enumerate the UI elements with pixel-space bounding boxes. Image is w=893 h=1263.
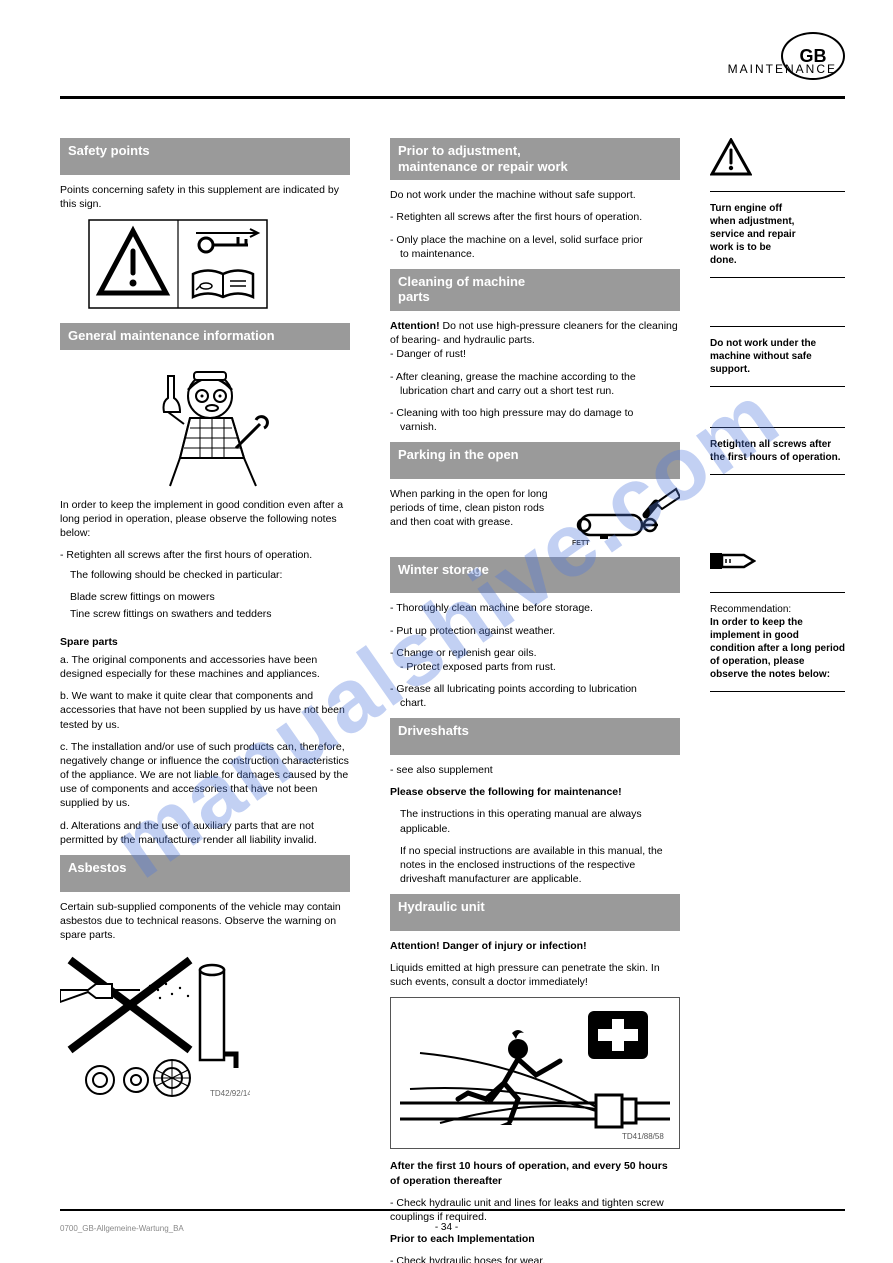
cleaning-li2a: - After cleaning, grease the machine acc…	[390, 370, 680, 384]
ds-p3: The instructions in this operating manua…	[400, 807, 680, 835]
heading-cleaning: Cleaning of machine parts	[390, 269, 680, 311]
winter-li2: - Put up protection against weather.	[390, 624, 680, 638]
general-body-3b: Tine screw fittings on swathers and tedd…	[70, 607, 350, 621]
spare-c: c. The installation and/or use of such p…	[60, 740, 350, 811]
svg-text:TD41/88/58: TD41/88/58	[622, 1132, 664, 1141]
spare-b: b. We want to make it quite clear that c…	[60, 689, 350, 732]
hyd-p2: Liquids emitted at high pressure can pen…	[390, 961, 680, 989]
sidebar-note: Recommendation: In order to keep the imp…	[710, 603, 845, 681]
heading-safety: Safety points	[60, 138, 350, 175]
hydraulic-injury-illustration: TD41/88/58	[390, 997, 680, 1149]
top-rule	[60, 96, 845, 99]
sb-note-label: Recommendation:	[710, 604, 791, 615]
general-body-3a: Blade screw fittings on mowers	[70, 590, 350, 604]
cleaning-li2b: lubrication chart and carry out a short …	[400, 384, 680, 398]
sb-w1-l5: done.	[710, 255, 737, 266]
heading-asbestos: Asbestos	[60, 855, 350, 892]
cleaning-li3b: varnish.	[400, 420, 680, 434]
heading-parking: Parking in the open	[390, 442, 680, 479]
section-title: MAINTENANCE	[728, 62, 837, 76]
column-right: Turn engine off when adjustment, service…	[710, 138, 845, 702]
svg-text:FETT: FETT	[572, 540, 590, 547]
column-left: Safety points Points concerning safety i…	[60, 138, 350, 1100]
winter-li3b: - Protect exposed parts from rust.	[400, 660, 680, 674]
asbestos-body: Certain sub-supplied components of the v…	[60, 900, 350, 943]
prior-p1: Do not work under the machine without sa…	[390, 188, 680, 202]
heading-cleaning-l1: Cleaning of machine	[398, 274, 525, 289]
sb-w1-l3: service and repair	[710, 229, 796, 240]
prior-p3a: - Only place the machine on a level, sol…	[390, 233, 680, 247]
cleaning-li1: - Danger of rust!	[390, 347, 680, 361]
sidebar-warn3: Retighten all screws after the first hou…	[710, 439, 841, 463]
footer-page-number: - 34 -	[0, 1222, 893, 1233]
safety-body: Points concerning safety in this supplem…	[60, 183, 350, 211]
hyd-attn: Attention! Danger of injury or infection…	[390, 940, 587, 952]
pointing-hand-icon	[710, 545, 756, 577]
parking-body: When parking in the open for long period…	[390, 487, 560, 530]
cleaning-attention: Attention!	[390, 320, 440, 332]
prior-p2: - Retighten all screws after the first h…	[390, 210, 680, 224]
safety-sign-illustration	[88, 219, 350, 309]
winter-li1: - Thoroughly clean machine before storag…	[390, 601, 680, 615]
spare-a: a. The original components and accessori…	[60, 653, 350, 681]
heading-spare-parts: Spare parts	[60, 635, 350, 649]
winter-li4a: - Grease all lubricating points accordin…	[390, 682, 680, 696]
sb-w1-l2: when adjustment,	[710, 216, 794, 227]
heading-prior-adjust-l1: Prior to adjustment,	[398, 143, 521, 158]
ds-p2: Please observe the following for mainten…	[390, 786, 622, 798]
heading-driveshafts: Driveshafts	[390, 718, 680, 755]
grease-piston-illustration: FETT	[570, 487, 680, 549]
heading-prior-adjust-l2: maintenance or repair work	[398, 159, 568, 174]
winter-li4b: chart.	[400, 696, 680, 710]
prior-p3b: to maintenance.	[400, 247, 680, 261]
spare-d: d. Alterations and the use of auxiliary …	[60, 819, 350, 847]
heading-general-info: General maintenance information	[60, 323, 350, 350]
heading-hydraulic: Hydraulic unit	[390, 894, 680, 931]
cleaning-li3a: - Cleaning with too high pressure may do…	[390, 406, 680, 420]
asbestos-illustration: TD42/92/14	[60, 950, 350, 1100]
heading-cleaning-l2: parts	[398, 289, 430, 304]
sb-w1-l4: work is to be	[710, 242, 771, 253]
heading-winter: Winter storage	[390, 557, 680, 594]
general-li-1: - Retighten all screws after the first h…	[60, 548, 350, 562]
winter-li3a: - Change or replenish gear oils.	[390, 646, 680, 660]
ds-p4: If no special instructions are available…	[400, 844, 680, 887]
page-content: Safety points Points concerning safety i…	[60, 112, 845, 1193]
mechanic-illustration	[140, 358, 350, 488]
ds-p1: - see also supplement	[390, 763, 680, 777]
column-mid: Prior to adjustment, maintenance or repa…	[390, 138, 680, 1263]
hyd-f1: After the first 10 hours of operation, a…	[390, 1160, 668, 1186]
warning-triangle-icon	[710, 138, 752, 176]
svg-text:TD42/92/14: TD42/92/14	[210, 1089, 250, 1098]
bottom-rule	[60, 1209, 845, 1211]
sidebar-warn1: Turn engine off when adjustment, service…	[710, 202, 845, 267]
general-body-2: The following should be checked in parti…	[70, 568, 350, 582]
hyd-f4: - Check hydraulic hoses for wear.	[390, 1254, 680, 1263]
sidebar-warn2: Do not work under the machine without sa…	[710, 338, 816, 375]
general-body-1: In order to keep the implement in good c…	[60, 498, 350, 541]
sb-note-body: In order to keep the implement in good c…	[710, 617, 845, 680]
hyd-f3: Prior to each Implementation	[390, 1233, 535, 1245]
heading-prior-adjust: Prior to adjustment, maintenance or repa…	[390, 138, 680, 180]
sb-w1-l1: Turn engine off	[710, 203, 782, 214]
